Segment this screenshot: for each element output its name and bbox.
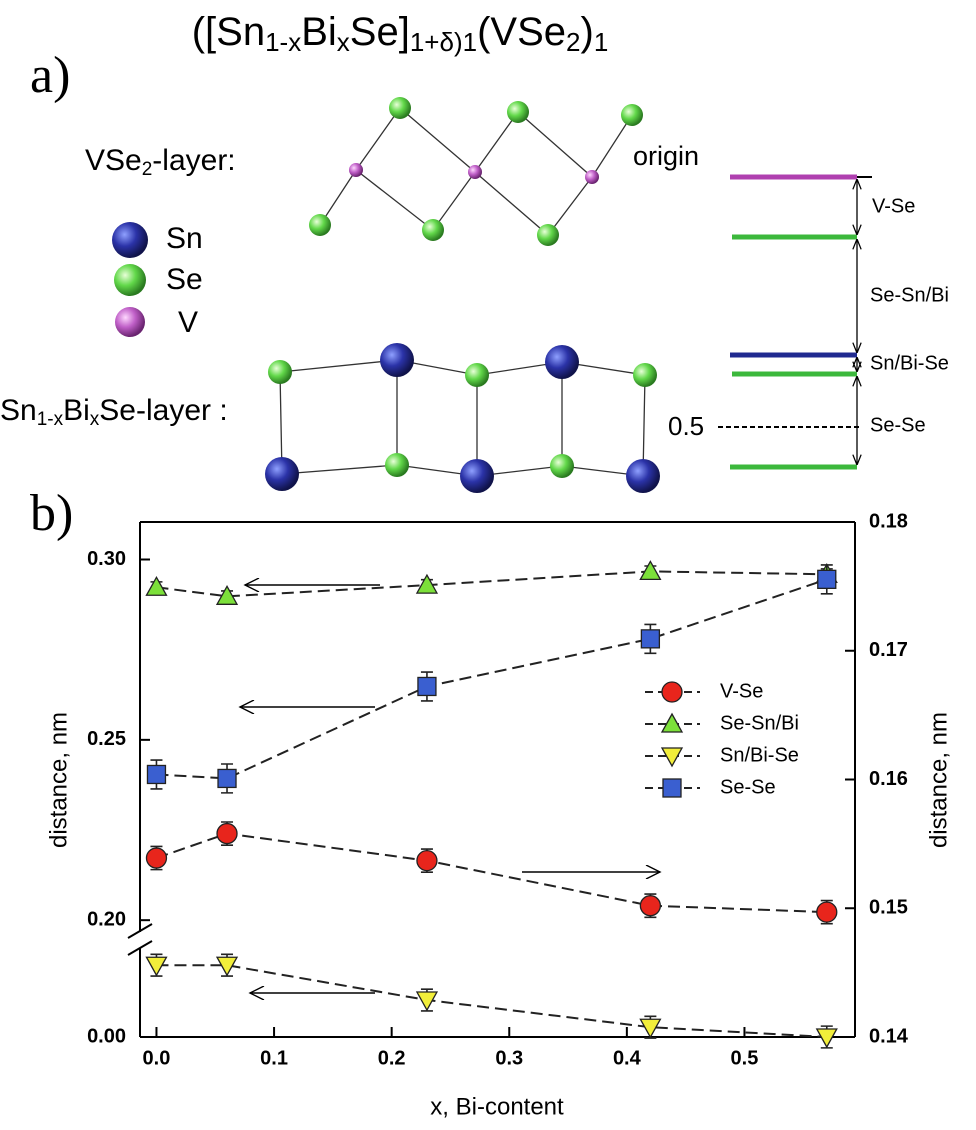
atom-icon <box>114 264 146 296</box>
scheme-label: Se-Sn/Bi <box>870 284 949 306</box>
atom-icon <box>112 222 148 258</box>
series-line <box>156 832 827 914</box>
marker <box>215 584 239 605</box>
y-tick-label: 0.30 <box>87 548 126 570</box>
y2-tick-label: 0.14 <box>869 1025 909 1047</box>
legend-label: V-Se <box>720 680 763 702</box>
marker <box>145 575 168 596</box>
scheme-label: Se-Se <box>870 414 926 436</box>
scheme-label: origin <box>633 141 699 171</box>
marker <box>816 901 838 923</box>
y-tick-label: 0.25 <box>87 728 126 750</box>
marker <box>817 569 837 589</box>
plot: x, Bi-content distance, nm distance, nm <box>45 521 952 1120</box>
marker <box>417 676 437 697</box>
marker <box>217 768 237 789</box>
marker <box>216 822 238 845</box>
marker <box>815 1028 838 1049</box>
marker <box>415 573 439 594</box>
layer-scheme: origin V-Se Se-Sn/Bi Sn/Bi-Se Se-Se 0.5 <box>633 141 949 470</box>
x-tick-label: 0.2 <box>378 1047 406 1069</box>
marker <box>416 849 438 872</box>
x-tick-label: 0.5 <box>731 1047 759 1069</box>
marker <box>145 956 168 977</box>
marker <box>639 895 662 917</box>
series-line <box>156 964 827 1038</box>
marker <box>146 764 167 785</box>
x-tick-label: 0.0 <box>143 1047 171 1069</box>
scheme-label: Sn/Bi-Se <box>870 352 949 374</box>
layer-label: Sn1-xBixSe-layer : <box>0 394 228 430</box>
layer-label: VSe2-layer: <box>85 144 236 180</box>
legend-label: Se-Se <box>720 776 776 798</box>
atom-icon <box>115 307 145 337</box>
legend-label: Sn/Bi-Se <box>720 744 799 766</box>
x-tick-label: 0.1 <box>260 1047 288 1069</box>
legend-label: V <box>178 306 198 339</box>
marker <box>415 991 439 1012</box>
x-axis-label: x, Bi-content <box>430 1093 564 1120</box>
y-axis-label: distance, nm <box>45 712 72 848</box>
panel-label: b) <box>30 485 73 542</box>
legend-label: Se <box>166 263 203 296</box>
x-tick-label: 0.3 <box>495 1047 523 1069</box>
y2-tick-label: 0.15 <box>869 897 908 919</box>
legend-marker <box>661 681 683 703</box>
marker <box>639 560 662 581</box>
y2-tick-label: 0.18 <box>869 510 908 532</box>
y2-tick-label: 0.16 <box>869 768 908 790</box>
panel-label: a) <box>30 47 70 104</box>
legend-marker <box>662 778 682 798</box>
y-tick-label: 0.00 <box>87 1025 126 1047</box>
y-tick-label: 0.20 <box>87 908 126 930</box>
figure-title: ([Sn1-xBixSe]1+δ)1(VSe2)1 <box>192 10 609 57</box>
series-line <box>156 570 827 598</box>
marker <box>145 847 168 869</box>
y2-axis-label: distance, nm <box>925 712 952 848</box>
scheme-label: V-Se <box>872 195 915 217</box>
atom-legend: Sn Se V <box>112 222 203 339</box>
legend-label: Sn <box>166 222 203 255</box>
snse-structure <box>265 343 660 493</box>
legend-marker <box>660 712 684 733</box>
x-tick-label: 0.4 <box>613 1047 642 1069</box>
marker <box>639 1018 662 1039</box>
legend-marker <box>660 747 684 768</box>
scheme-label: 0.5 <box>668 411 704 441</box>
vse2-structure <box>309 97 643 246</box>
y2-tick-label: 0.17 <box>869 639 908 661</box>
legend-label: Se-Sn/Bi <box>720 712 799 734</box>
marker <box>215 956 239 977</box>
marker <box>640 629 661 649</box>
